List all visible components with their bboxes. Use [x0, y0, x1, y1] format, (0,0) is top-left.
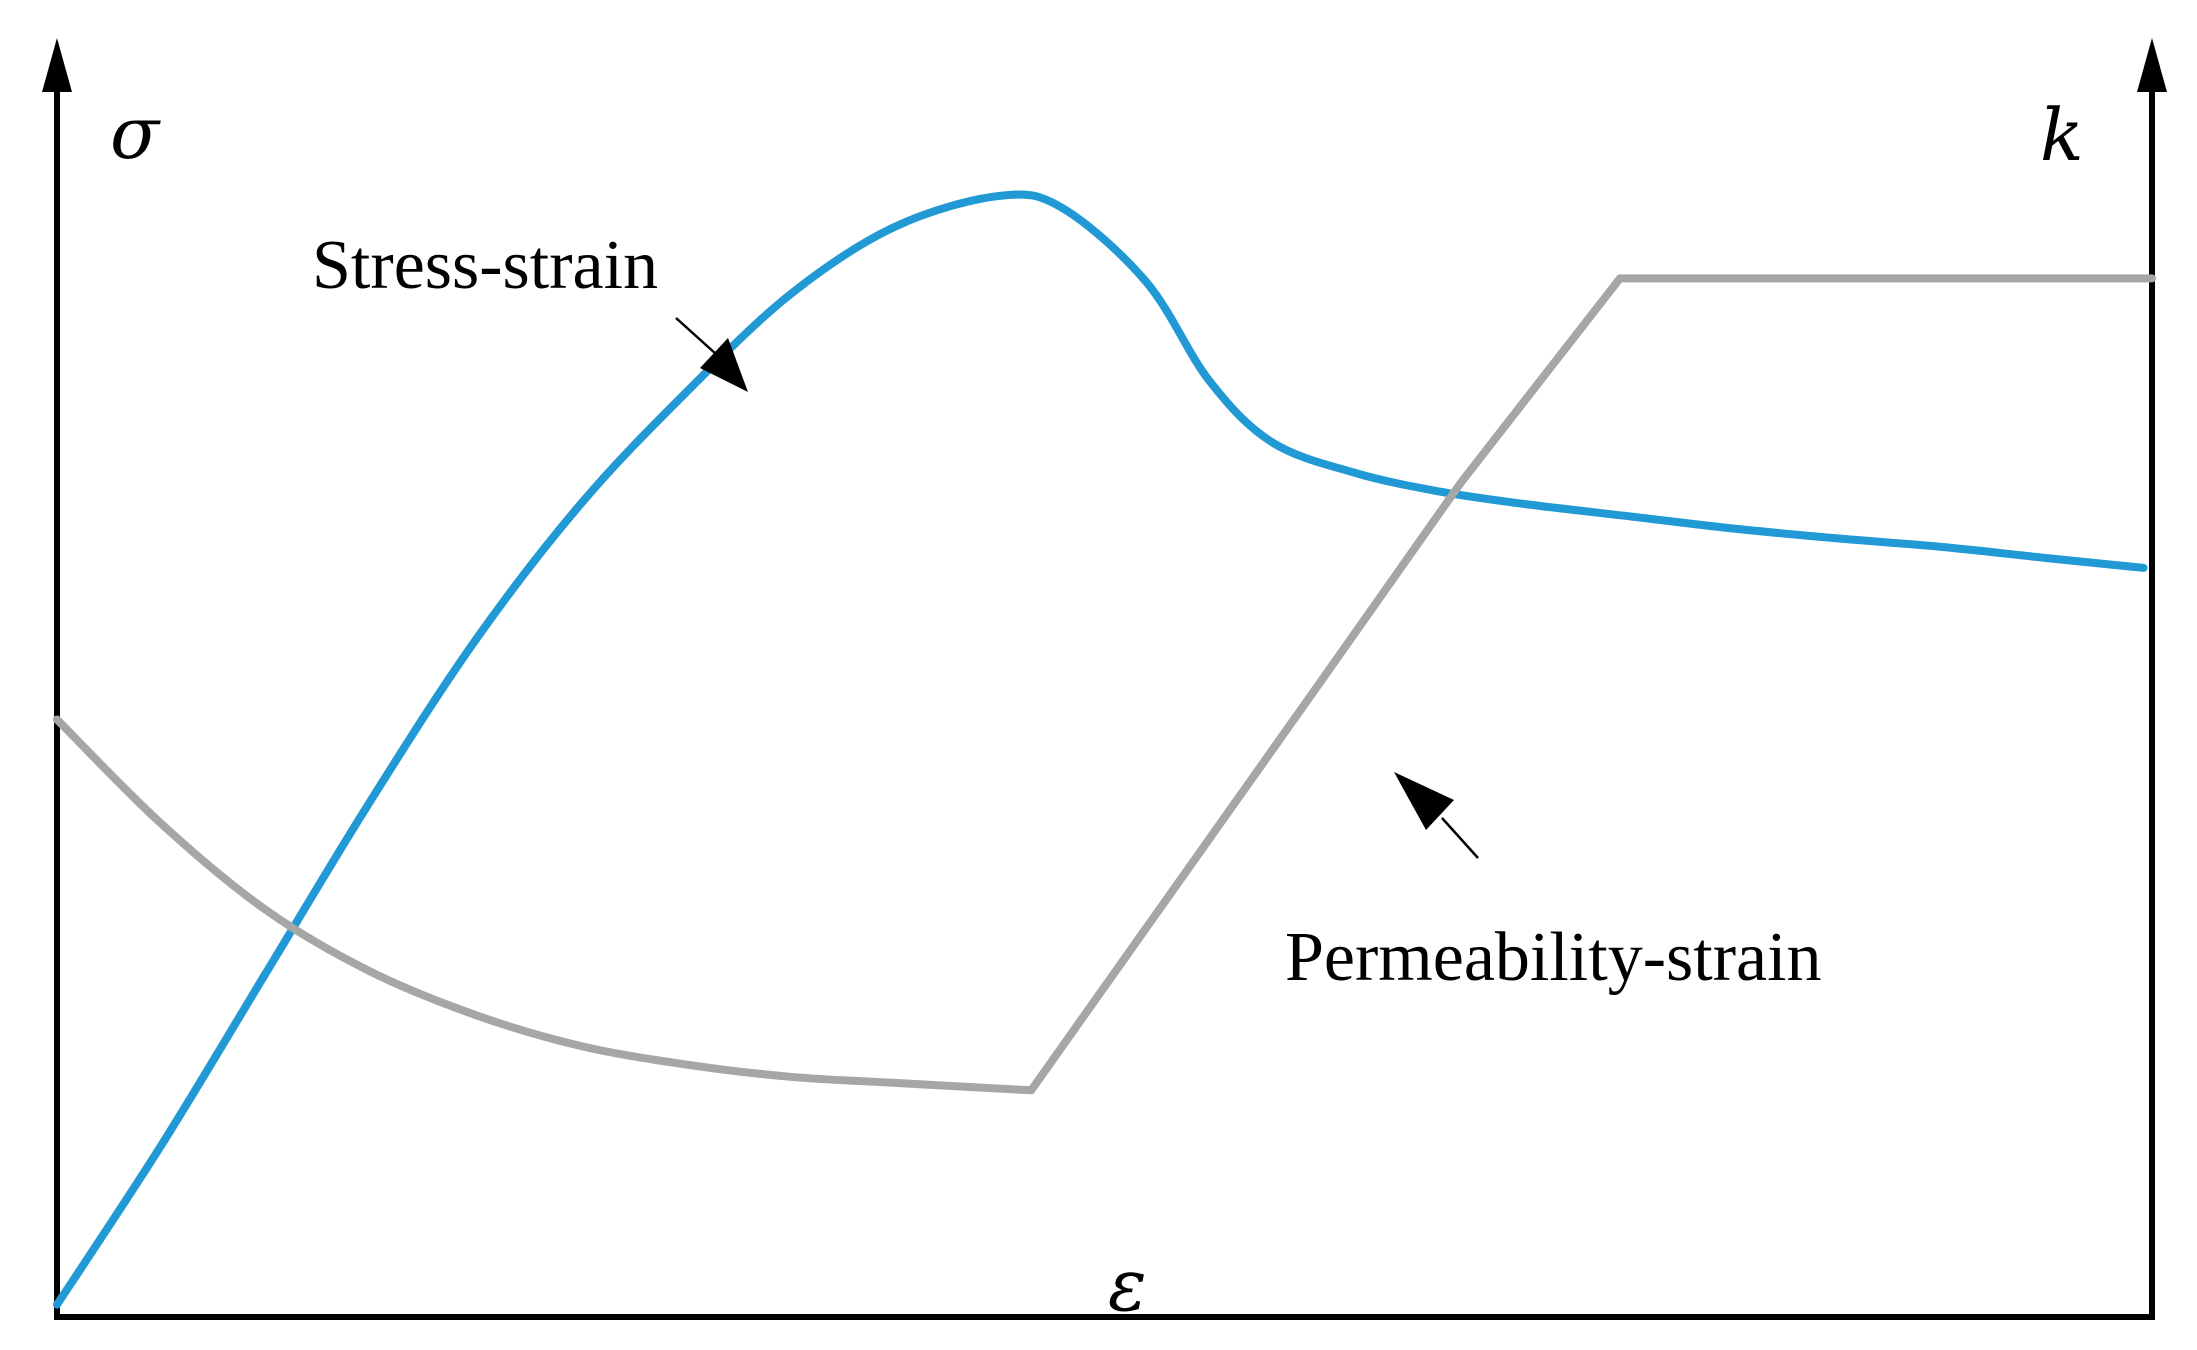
stress-strain-pointer-head	[700, 338, 748, 392]
bottom-axis-symbol: ε	[1108, 1243, 1147, 1327]
left-axis-arrow	[42, 38, 72, 92]
series-group	[53, 190, 2156, 1309]
right-axis-arrow	[2137, 38, 2167, 92]
permeability-strain-annotation: Permeability-strain	[1285, 919, 1822, 996]
stress-strain-annotation: Stress-strain	[312, 227, 658, 304]
stress-strain-pointer-line	[675, 317, 717, 355]
permeability-strain-curve	[53, 274, 2156, 1095]
stress-strain-curve	[53, 190, 2148, 1309]
permeability-strain-pointer-line	[1441, 817, 1479, 859]
right-axis-symbol: k	[2040, 93, 2084, 177]
left-axis-symbol: σ	[110, 91, 161, 175]
permeability-strain-pointer-head	[1394, 772, 1454, 830]
